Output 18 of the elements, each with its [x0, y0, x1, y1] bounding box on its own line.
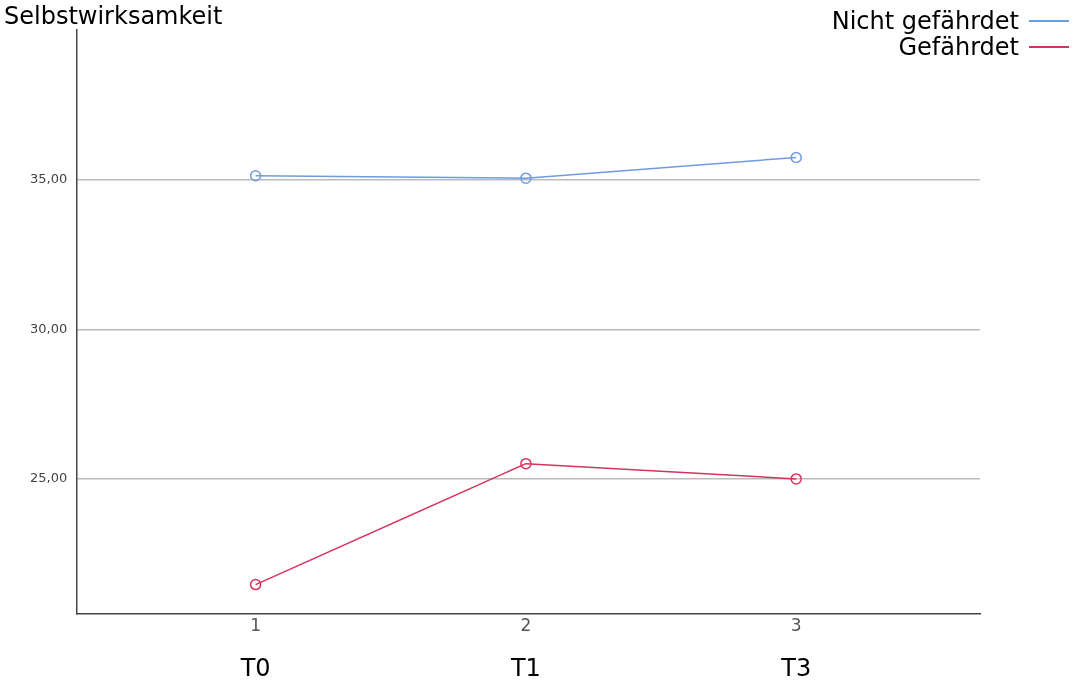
- text: T1: [509, 653, 541, 682]
- point: [520, 457, 532, 470]
- point: [249, 170, 262, 182]
- point: [520, 172, 532, 184]
- text: T0: [239, 653, 271, 682]
- point: [249, 578, 262, 591]
- x-tick-label: 3: [790, 615, 802, 636]
- y-tick-label: 35,00: [30, 171, 68, 187]
- legend-label: Gefährdet: [898, 33, 1019, 61]
- text: T3: [780, 653, 812, 682]
- y-tick-label: 25,00: [30, 470, 68, 486]
- y-tick-label: 30,00: [30, 320, 68, 336]
- x-tick-label: 2: [520, 615, 532, 636]
- point: [790, 473, 802, 485]
- legend-label: Nicht gefährdet: [831, 7, 1019, 35]
- x-tick-label: 1: [250, 615, 262, 636]
- chart-title: Selbstwirksamkeit: [4, 2, 223, 30]
- point: [790, 151, 802, 164]
